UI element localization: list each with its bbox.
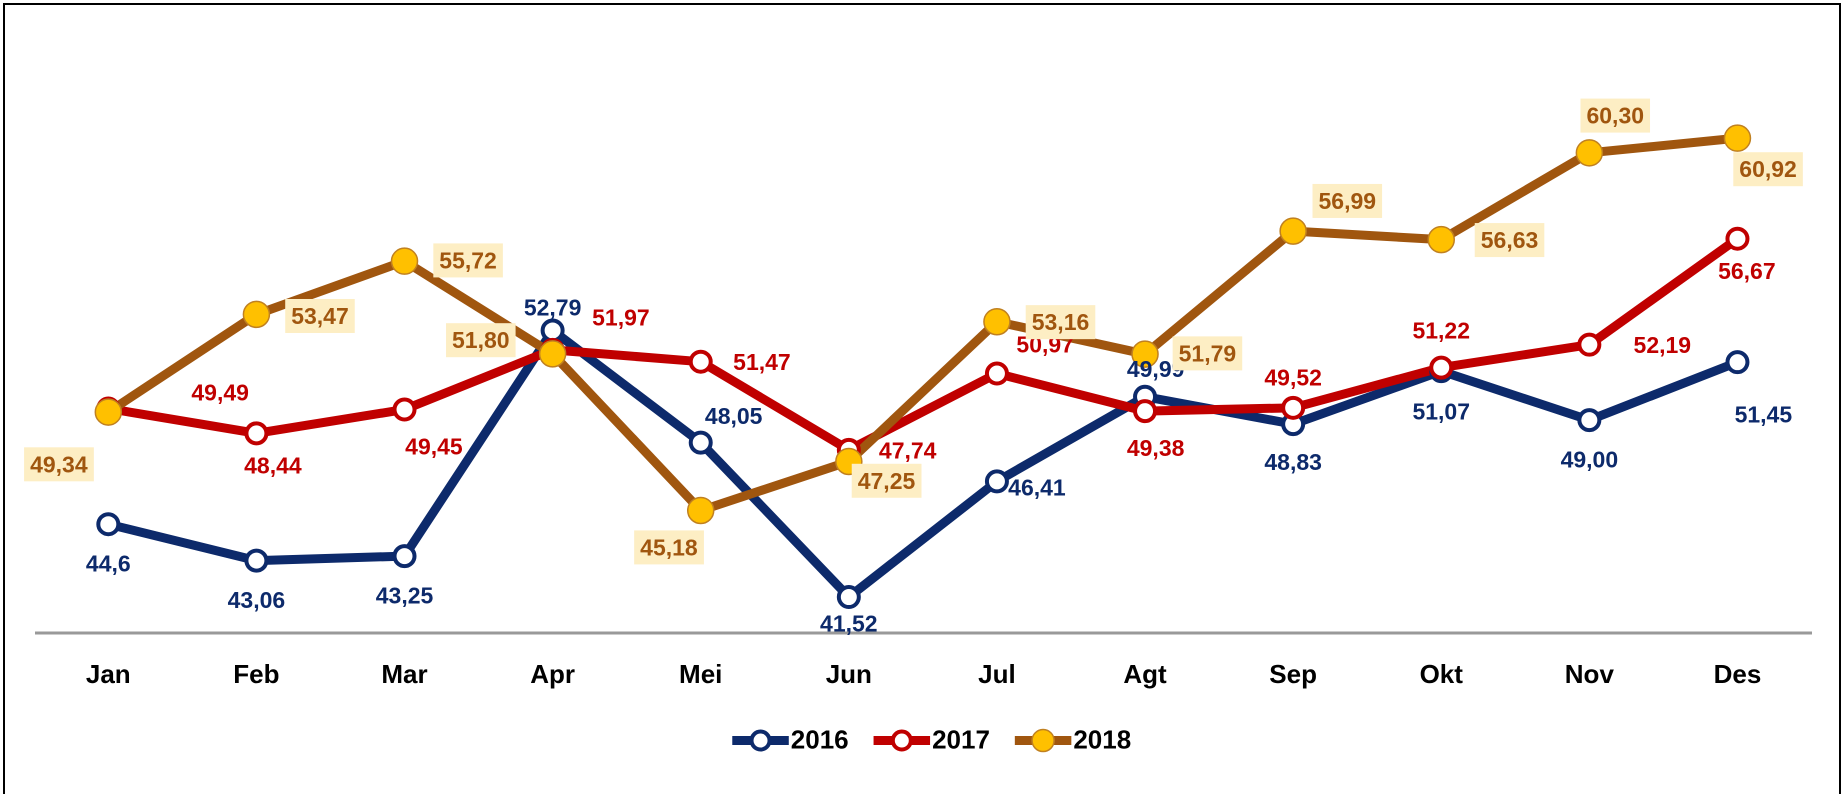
value-label: 47,25: [858, 468, 916, 494]
chart: Jan Feb Mar Apr Mei Jun Jul Agt Sep Okt Nov Des 44,6…: [0, 0, 1846, 794]
point-marker: [691, 433, 711, 453]
point-marker: [1724, 125, 1750, 151]
x-tick-label: Sep: [1269, 659, 1317, 689]
legend-marker: [893, 732, 911, 750]
legend: 2016 2017 2018: [732, 724, 1131, 754]
point-marker: [243, 301, 269, 327]
lines: [108, 138, 1737, 597]
point-marker: [1280, 218, 1306, 244]
legend-label: 2018: [1073, 724, 1131, 754]
value-label: 47,74: [879, 437, 937, 463]
value-label: 48,05: [705, 403, 763, 429]
value-label: 51,22: [1412, 317, 1470, 343]
value-label: 49,34: [30, 451, 88, 477]
value-label: 56,99: [1319, 188, 1377, 214]
value-label: 51,47: [733, 349, 791, 375]
value-label: 53,16: [1032, 309, 1090, 335]
point-marker: [246, 551, 266, 571]
point-marker: [395, 546, 415, 566]
legend-label: 2017: [932, 724, 990, 754]
value-label: 51,07: [1412, 399, 1470, 425]
value-label: 49,38: [1127, 435, 1185, 461]
series-line: [108, 330, 1737, 597]
x-tick-label: Feb: [233, 659, 279, 689]
point-marker: [395, 399, 415, 419]
series-line: [108, 239, 1737, 450]
point-marker: [1431, 358, 1451, 378]
value-label: 48,44: [244, 453, 302, 479]
point-marker: [984, 309, 1010, 335]
point-marker: [392, 248, 418, 274]
legend-marker: [1032, 730, 1054, 752]
value-label: 55,72: [439, 247, 497, 273]
value-label: 53,47: [291, 303, 349, 329]
value-label: 49,00: [1561, 446, 1619, 472]
value-label: 60,92: [1739, 156, 1797, 182]
value-label: 52,79: [524, 294, 582, 320]
x-tick-label: Agt: [1123, 659, 1167, 689]
value-label: 41,52: [820, 610, 878, 636]
value-label: 56,63: [1481, 227, 1539, 253]
point-marker: [839, 587, 859, 607]
point-marker: [987, 471, 1007, 491]
value-label: 49,45: [405, 433, 463, 459]
x-tick-label: Des: [1714, 659, 1762, 689]
point-marker: [987, 364, 1007, 384]
value-label: 48,83: [1264, 449, 1322, 475]
x-tick-label: Jul: [978, 659, 1016, 689]
legend-label: 2016: [791, 724, 849, 754]
value-label: 51,79: [1179, 340, 1237, 366]
value-label: 51,45: [1735, 401, 1793, 427]
x-tick-label: Jan: [86, 659, 131, 689]
x-tick-label: Nov: [1565, 659, 1615, 689]
point-marker: [1428, 227, 1454, 253]
value-label: 43,06: [228, 587, 286, 613]
x-tick-label: Mar: [381, 659, 427, 689]
x-tick-label: Jun: [826, 659, 872, 689]
value-label: 56,67: [1718, 258, 1776, 284]
point-marker: [540, 341, 566, 367]
point-marker: [1579, 335, 1599, 355]
value-label: 45,18: [640, 534, 698, 560]
point-marker: [1283, 398, 1303, 418]
point-marker: [95, 399, 121, 425]
x-tick-label: Apr: [530, 659, 575, 689]
point-marker: [98, 514, 118, 534]
value-label: 51,80: [452, 327, 510, 353]
legend-marker: [752, 732, 770, 750]
point-marker: [1135, 401, 1155, 421]
point-marker: [691, 352, 711, 372]
x-tick-label: Mei: [679, 659, 722, 689]
point-marker: [1727, 229, 1747, 249]
value-label: 52,19: [1634, 332, 1692, 358]
point-marker: [543, 320, 563, 340]
point-marker: [246, 423, 266, 443]
point-marker: [1727, 352, 1747, 372]
value-label: 43,25: [376, 582, 434, 608]
value-label: 60,30: [1586, 103, 1644, 129]
point-marker: [1579, 410, 1599, 430]
value-label: 46,41: [1008, 475, 1066, 501]
x-tick-label: Okt: [1420, 659, 1464, 689]
value-label: 49,52: [1264, 365, 1322, 391]
value-label: 51,97: [592, 304, 650, 330]
point-marker: [1576, 140, 1602, 166]
value-label: 49,49: [191, 379, 249, 405]
point-marker: [688, 497, 714, 523]
value-label: 44,6: [86, 550, 131, 576]
